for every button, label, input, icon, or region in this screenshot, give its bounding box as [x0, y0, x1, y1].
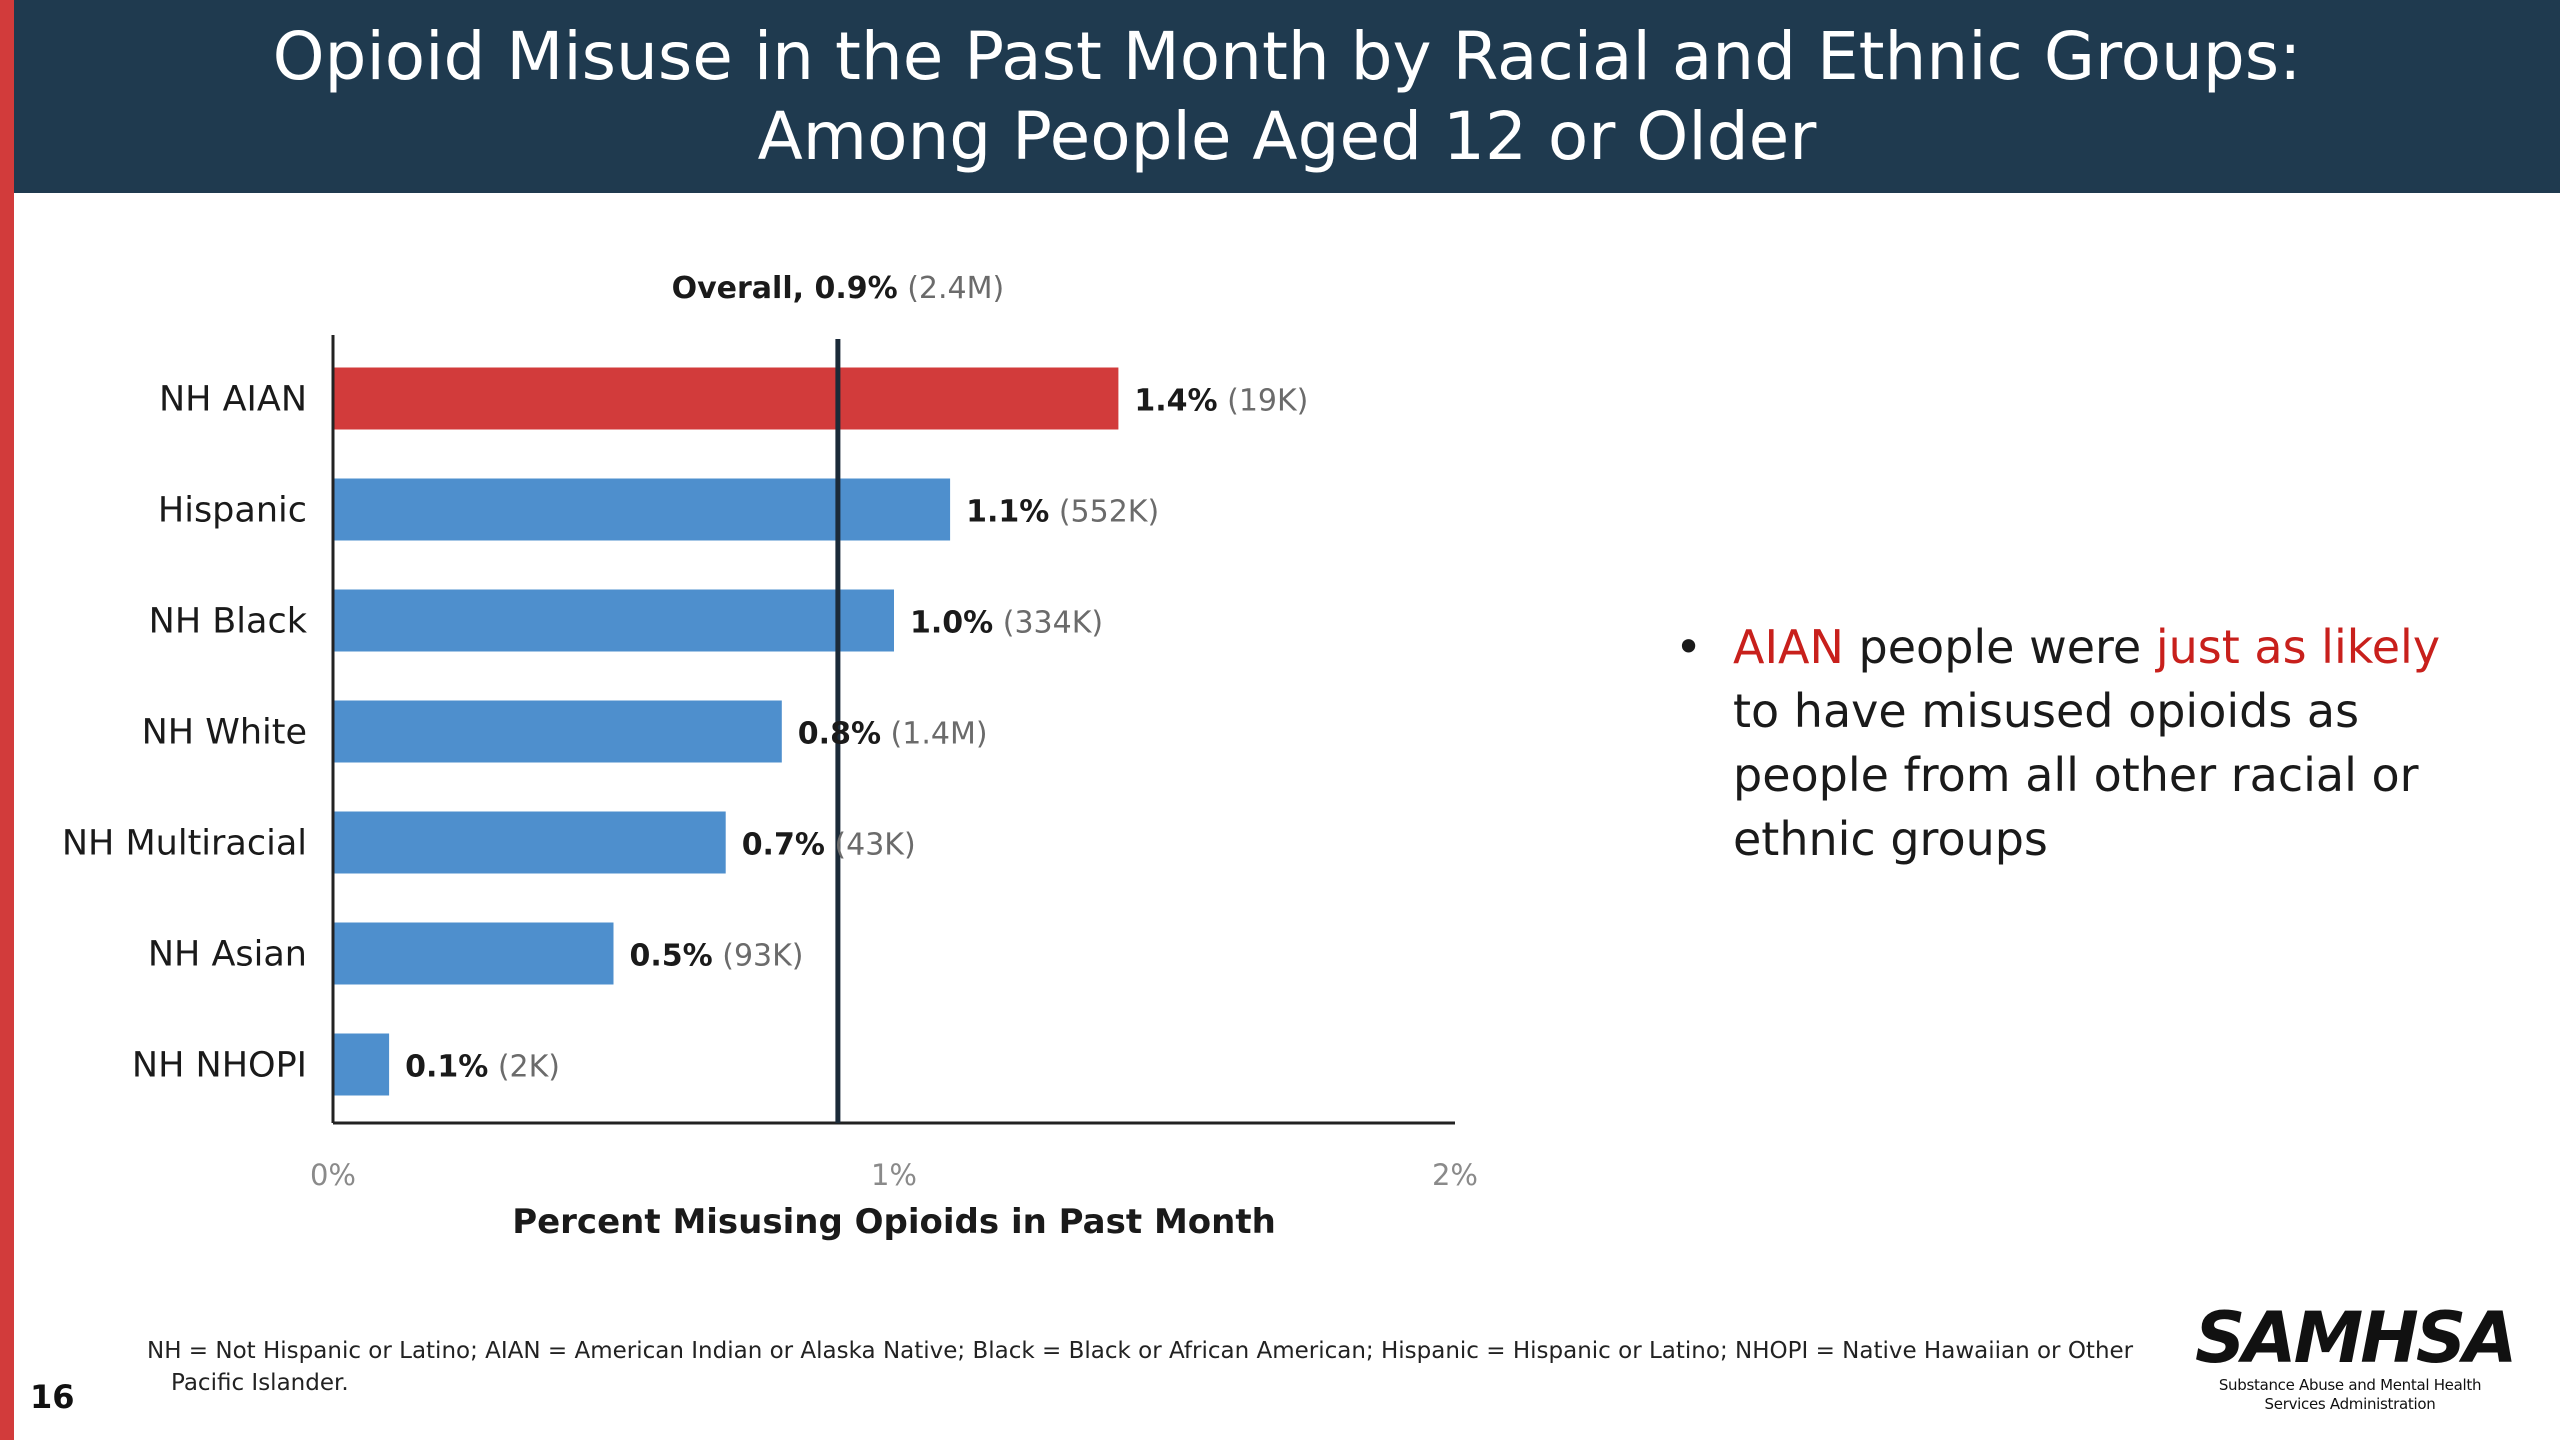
- finding-text-2: to have misused opioids as people from a…: [1733, 684, 2419, 866]
- bars-layer: [333, 367, 1119, 1096]
- category-label-4: NH White: [142, 713, 307, 753]
- x-tick-label-1: 0%: [310, 1158, 356, 1192]
- finding-highlight-group: AIAN: [1733, 620, 1844, 674]
- page-number: 16: [30, 1378, 75, 1416]
- category-label-7: NH NHOPI: [132, 1046, 307, 1086]
- bar-chart: 0% 1% 2% Percent Misusing Opioids in Past M…: [62, 271, 1478, 1242]
- logo-subtitle-line-1: Substance Abuse and Mental Health: [2218, 1376, 2482, 1394]
- slide-title-line-2: Among People Aged 12 or Older: [757, 97, 1817, 175]
- category-label-1: NH AIAN: [159, 380, 307, 420]
- data-label-3: 1.0% (334K): [910, 606, 1103, 641]
- bar-2: [333, 478, 951, 541]
- logo-name: SAMHSA: [2195, 1297, 2517, 1379]
- key-finding-text: AIAN people were just as likely to have …: [1733, 615, 2495, 871]
- accent-bar: [0, 0, 14, 1440]
- logo-subtitle-line-2: Services Administration: [2264, 1395, 2436, 1413]
- category-label-6: NH Asian: [148, 935, 307, 975]
- bar-7: [333, 1033, 390, 1096]
- category-label-3: NH Black: [149, 602, 308, 642]
- data-label-1: 1.4% (19K): [1134, 384, 1308, 419]
- x-tick-label-3: 2%: [1432, 1158, 1478, 1192]
- slide-header: Opioid Misuse in the Past Month by Racia…: [14, 0, 2560, 193]
- bar-4: [333, 700, 782, 763]
- data-label-4: 0.8% (1.4M): [798, 717, 988, 752]
- finding-highlight-phrase: just as likely: [2155, 620, 2441, 674]
- x-tick-label-2: 1%: [871, 1158, 917, 1192]
- category-label-5: NH Multiracial: [62, 824, 307, 864]
- data-label-7: 0.1% (2K): [405, 1050, 560, 1085]
- data-label-5: 0.7% (43K): [742, 828, 916, 863]
- x-axis-title: Percent Misusing Opioids in Past Month: [512, 1202, 1276, 1242]
- slide-title-line-1: Opioid Misuse in the Past Month by Racia…: [272, 17, 2302, 95]
- samhsa-logo: SAMHSA Substance Abuse and Mental Health…: [2195, 1297, 2517, 1425]
- axis-layer: 0% 1% 2% Percent Misusing Opioids in Past M…: [310, 335, 1478, 1242]
- data-label-2: 1.1% (552K): [966, 495, 1159, 530]
- finding-text-1: people were: [1843, 620, 2156, 674]
- bullet-dot: •: [1675, 620, 1703, 674]
- category-label-2: Hispanic: [158, 491, 307, 531]
- reference-layer: Overall, 0.9% (2.4M): [672, 271, 1005, 1123]
- footnote: NH = Not Hispanic or Latino; AIAN = Amer…: [147, 1338, 2134, 1396]
- key-finding-bullet: • AIAN people were just as likely to hav…: [1675, 615, 2495, 871]
- bar-1: [333, 367, 1119, 430]
- bar-6: [333, 922, 614, 985]
- labels-layer: NH AIAN 1.4% (19K) Hispanic 1.1% (552K) NH B…: [62, 380, 1309, 1086]
- data-label-6: 0.5% (93K): [630, 939, 804, 974]
- overall-reference-label: Overall, 0.9% (2.4M): [672, 271, 1005, 306]
- bar-5: [333, 811, 726, 874]
- bar-3: [333, 589, 894, 652]
